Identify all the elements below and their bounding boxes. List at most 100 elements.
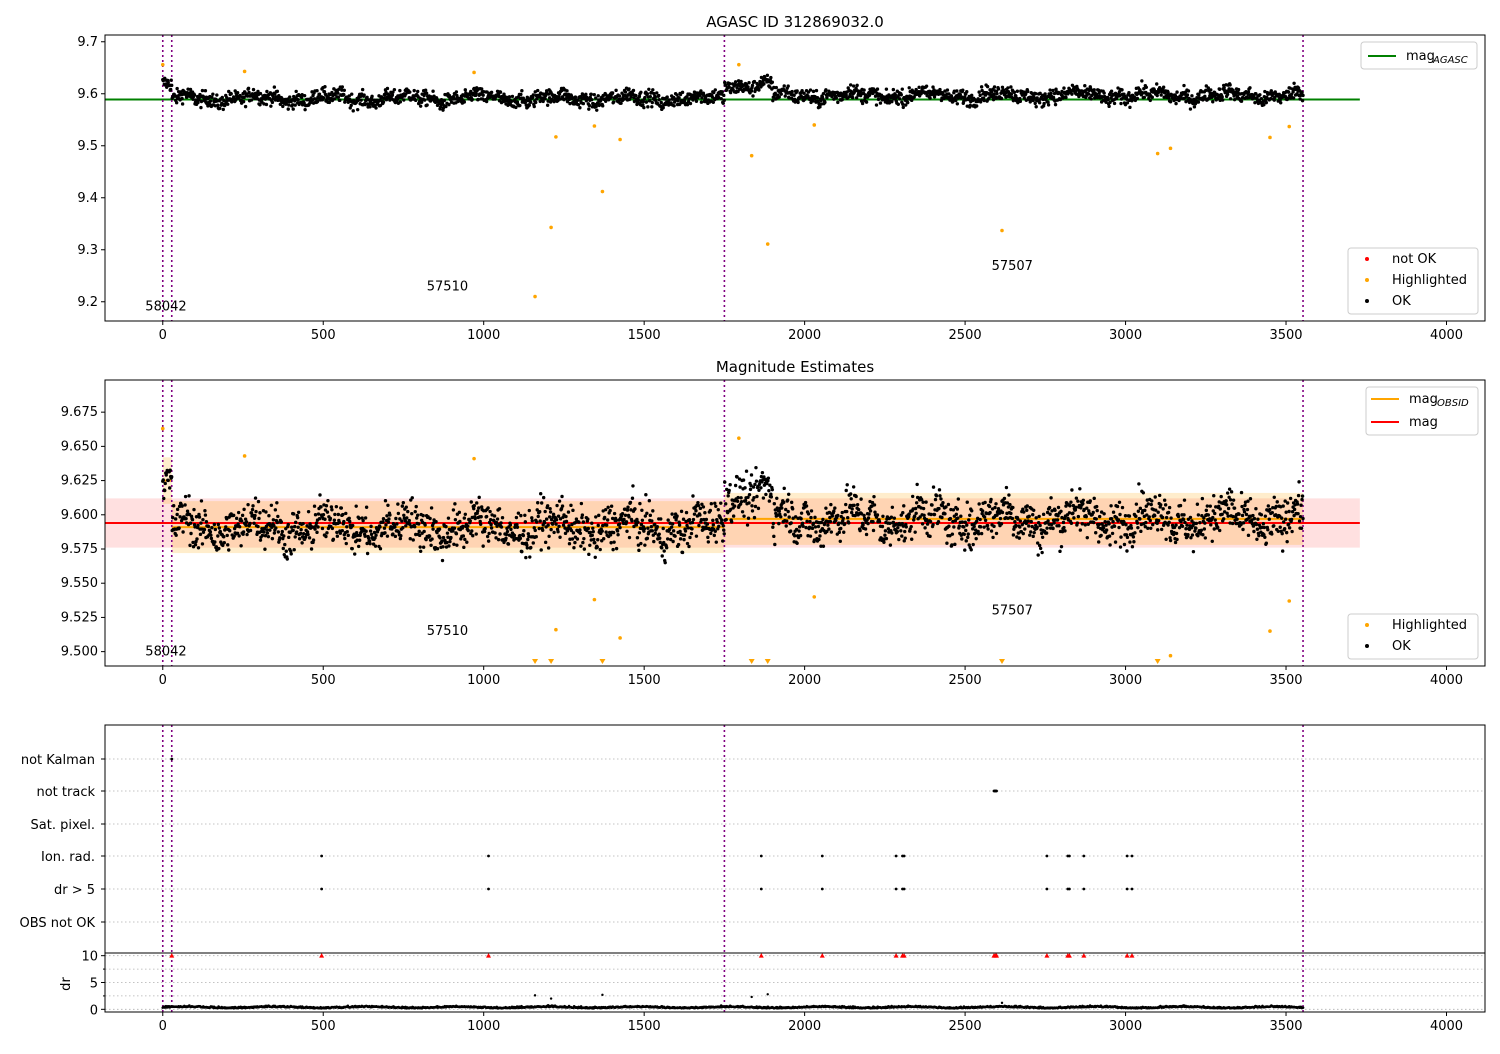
ok-point: [1300, 527, 1303, 530]
ok-point: [1138, 517, 1141, 520]
ok-point: [678, 530, 681, 533]
ok-point: [544, 541, 547, 544]
ok-point: [789, 521, 792, 524]
ok-point: [1266, 528, 1269, 531]
ok-point: [337, 513, 340, 516]
ok-point: [951, 532, 954, 535]
ok-point: [935, 494, 938, 497]
ok-point: [1183, 521, 1186, 524]
ok-point: [804, 526, 807, 529]
ok-point: [580, 502, 583, 505]
ok-point: [1036, 553, 1039, 556]
ok-point: [292, 512, 295, 515]
ok-point: [528, 509, 531, 512]
ok-point: [1191, 533, 1194, 536]
ok-point: [351, 524, 354, 527]
ok-point: [901, 511, 904, 514]
ok-point: [540, 501, 543, 504]
ok-point: [681, 551, 684, 554]
ok-point: [615, 547, 618, 550]
ok-point: [888, 522, 891, 525]
ok-point: [244, 524, 247, 527]
ok-point: [945, 542, 948, 545]
ok-point: [1209, 504, 1212, 507]
ok-point: [938, 488, 941, 491]
ok-point: [1118, 501, 1121, 504]
ok-point: [489, 523, 492, 526]
ok-point: [387, 520, 390, 523]
ok-point: [1074, 506, 1077, 509]
ok-point: [169, 78, 172, 81]
ok-point: [733, 504, 736, 507]
ok-point: [852, 485, 855, 488]
ok-point: [265, 528, 268, 531]
ok-point: [265, 103, 268, 106]
ok-point: [266, 531, 269, 534]
x-tick-label: 1000: [467, 673, 500, 688]
ok-point: [722, 94, 725, 97]
ok-point: [726, 494, 729, 497]
ok-point: [891, 506, 894, 509]
below-range-marker: [999, 659, 1005, 664]
ok-point: [181, 102, 184, 105]
ok-point: [235, 517, 238, 520]
ok-point: [1255, 538, 1258, 541]
ok-point: [1175, 90, 1178, 93]
ok-point: [1093, 497, 1096, 500]
flag-point: [320, 888, 323, 891]
ok-point: [587, 107, 590, 110]
ok-point: [955, 89, 958, 92]
ok-point: [493, 514, 496, 517]
ok-point: [1242, 521, 1245, 524]
ok-point: [409, 537, 412, 540]
ok-point: [326, 499, 329, 502]
ok-point: [986, 85, 989, 88]
ok-point: [801, 525, 804, 528]
ok-point: [356, 108, 359, 111]
ok-point: [1034, 102, 1037, 105]
ok-point: [1085, 515, 1088, 518]
ok-point: [1014, 524, 1017, 527]
ok-point: [1146, 527, 1149, 530]
ok-point: [896, 530, 899, 533]
ok-point: [1159, 503, 1162, 506]
y-tick-label: 9.525: [61, 610, 98, 625]
ok-point: [713, 534, 716, 537]
ok-point: [995, 532, 998, 535]
ok-point: [416, 90, 419, 93]
ok-point: [1149, 99, 1152, 102]
ok-point: [1301, 494, 1304, 497]
ok-point: [576, 537, 579, 540]
ok-point: [753, 483, 756, 486]
ok-point: [242, 530, 245, 533]
ok-point: [592, 530, 595, 533]
ok-point: [1102, 91, 1105, 94]
ok-point: [1143, 509, 1146, 512]
ok-point: [1226, 93, 1229, 96]
ok-point: [1001, 511, 1004, 514]
ok-point: [1299, 504, 1302, 507]
ok-point: [422, 530, 425, 533]
ok-point: [382, 100, 385, 103]
ok-point: [928, 535, 931, 538]
ok-point: [261, 534, 264, 537]
ok-point: [345, 542, 348, 545]
ok-point: [222, 535, 225, 538]
ok-point: [221, 96, 224, 99]
ok-point: [452, 508, 455, 511]
ok-point: [1285, 540, 1288, 543]
y-tick-label: 9.675: [61, 405, 98, 420]
ok-point: [431, 527, 434, 530]
ok-point: [597, 524, 600, 527]
ok-point: [177, 526, 180, 529]
ok-point: [609, 541, 612, 544]
ok-point: [672, 529, 675, 532]
ok-point: [1189, 516, 1192, 519]
ok-point: [837, 522, 840, 525]
ok-point: [1163, 499, 1166, 502]
highlighted-point: [554, 628, 558, 632]
ok-point: [852, 504, 855, 507]
ok-point: [1265, 101, 1268, 104]
ok-point: [481, 544, 484, 547]
obsid-label: 57507: [992, 259, 1033, 274]
